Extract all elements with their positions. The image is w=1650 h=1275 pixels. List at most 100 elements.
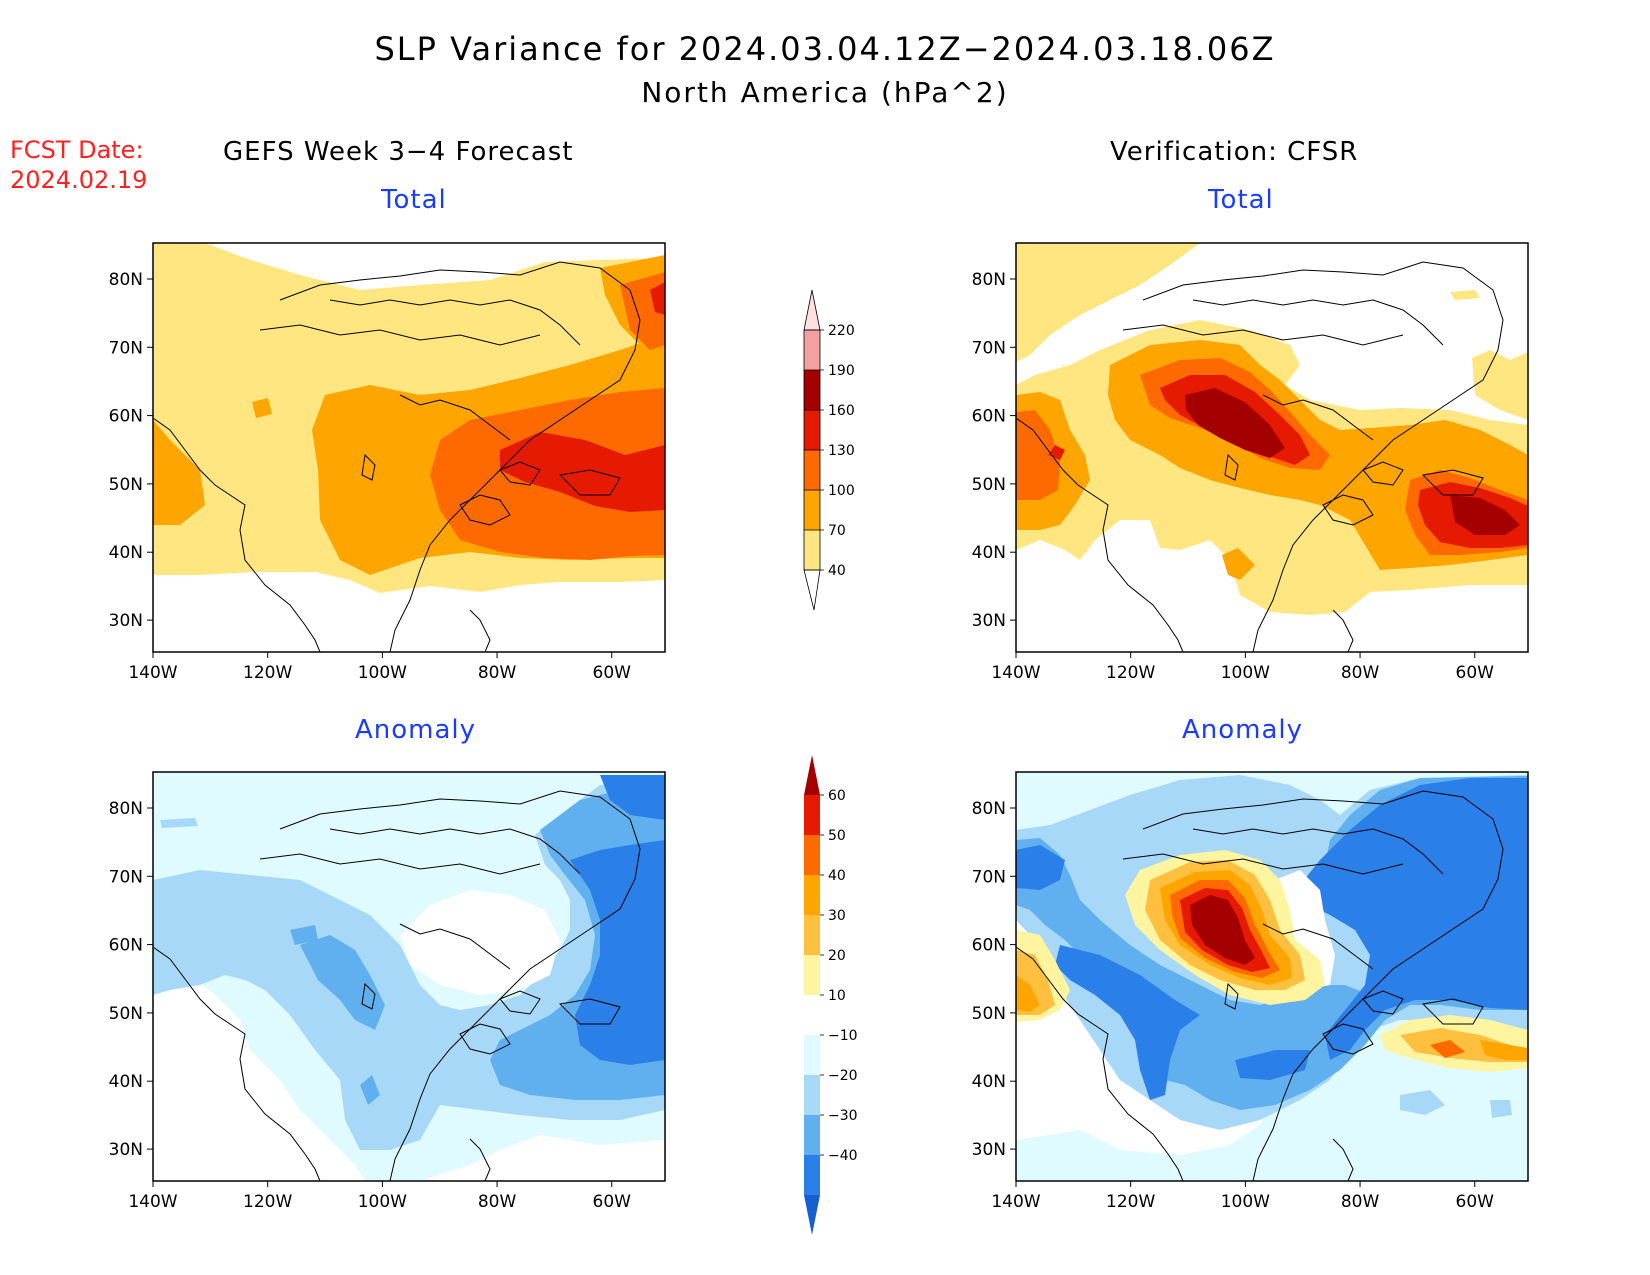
- lat-tick-label: 30N: [972, 611, 1006, 631]
- lon-tick-label: 100W: [1221, 663, 1270, 683]
- colorbar-segment: [804, 1075, 820, 1115]
- colorbar-label: 60: [828, 788, 846, 804]
- anomaly-colorbar: 60 50 40 30 20 10 −10 −20 −30 −40: [804, 755, 858, 1235]
- lon-tick-label: 80W: [478, 1192, 517, 1212]
- colorbar-label: 220: [828, 323, 855, 339]
- map-frame: [1015, 242, 1529, 653]
- colorbar-segment: [804, 370, 820, 410]
- lon-tick-label: 80W: [1341, 1192, 1380, 1212]
- colorbar-segment: [804, 835, 820, 875]
- colorbar-segment: [804, 955, 820, 995]
- colorbar-segment: [804, 530, 820, 570]
- lat-tick-label: 80N: [109, 270, 143, 290]
- lat-tick-label: 80N: [972, 270, 1006, 290]
- lon-tick-label: 120W: [1106, 663, 1155, 683]
- lat-tick-label: 30N: [972, 1140, 1006, 1160]
- panel-title-cfsr-total: Total: [1208, 185, 1274, 215]
- map-frame: [152, 242, 666, 653]
- forecast-date-label: FCST Date:: [10, 136, 144, 164]
- lat-tick-label: 60N: [109, 407, 143, 427]
- lat-tick-label: 30N: [109, 611, 143, 631]
- colorbar-label: −20: [828, 1068, 858, 1084]
- contour-160-190: [1185, 388, 1520, 535]
- lon-tick-label: 60W: [593, 663, 632, 683]
- left-column-title: GEFS Week 3−4 Forecast: [223, 137, 574, 167]
- map-frame: [1015, 771, 1529, 1182]
- colorbar-label: 130: [828, 443, 855, 459]
- panel-title-cfsr-anomaly: Anomaly: [1182, 715, 1304, 745]
- lat-tick-label: 70N: [972, 338, 1006, 358]
- colorbar-label: −10: [828, 1028, 858, 1044]
- lat-tick-label: 60N: [109, 936, 143, 956]
- page-title: SLP Variance for 2024.03.04.12Z−2024.03.…: [374, 30, 1276, 68]
- contour-130-160: [1048, 375, 1528, 548]
- map-gefs-total: [152, 242, 666, 653]
- lat-tick-label: 40N: [109, 543, 143, 563]
- lat-tick-label: 40N: [109, 1072, 143, 1092]
- map-cfsr-anomaly: [1015, 771, 1529, 1182]
- colorbar-label: 20: [828, 948, 846, 964]
- lon-tick-label: 100W: [358, 1192, 407, 1212]
- lon-tick-label: 140W: [128, 1192, 177, 1212]
- lat-tick-label: 30N: [109, 1140, 143, 1160]
- map-gefs-anomaly: [152, 771, 666, 1182]
- lat-tick-label: 40N: [972, 1072, 1006, 1092]
- lat-tick-label: 50N: [972, 1004, 1006, 1024]
- lon-tick-label: 80W: [478, 663, 517, 683]
- colorbar-segment: [804, 330, 820, 370]
- lon-tick-label: 100W: [1221, 1192, 1270, 1212]
- lat-tick-label: 70N: [109, 867, 143, 887]
- lon-tick-label: 100W: [358, 663, 407, 683]
- colorbar-label: 70: [828, 523, 846, 539]
- lon-tick-label: 120W: [243, 663, 292, 683]
- colorbar-segment: [804, 995, 820, 1035]
- lon-tick-label: 80W: [1341, 663, 1380, 683]
- lon-tick-label: 120W: [1106, 1192, 1155, 1212]
- page-subtitle: North America (hPa^2): [641, 76, 1009, 109]
- lat-tick-label: 40N: [972, 543, 1006, 563]
- lon-tick-label: 140W: [991, 663, 1040, 683]
- colorbar-label: −40: [828, 1148, 858, 1164]
- contour-130-160: [500, 282, 665, 512]
- panel-title-gefs-total: Total: [381, 185, 447, 215]
- colorbar-segment: [804, 1035, 820, 1075]
- colorbar-segment: [804, 490, 820, 530]
- colorbar-label: −30: [828, 1108, 858, 1124]
- colorbar-arrow-bottom: [804, 1195, 820, 1235]
- lat-tick-label: 50N: [972, 475, 1006, 495]
- contour-above-60: [1190, 895, 1255, 965]
- lon-tick-label: 140W: [128, 663, 177, 683]
- forecast-date-value: 2024.02.19: [10, 166, 148, 194]
- colorbar-segment: [804, 915, 820, 955]
- lon-tick-label: 60W: [1456, 663, 1495, 683]
- colorbar-segment: [804, 795, 820, 835]
- colorbar-label: 190: [828, 363, 855, 379]
- colorbar-segment: [804, 1115, 820, 1155]
- colorbar-label: 50: [828, 828, 846, 844]
- colorbar-arrow-bottom: [803, 569, 821, 611]
- contour-below-neg40: [1016, 778, 1528, 1100]
- lat-tick-label: 80N: [109, 799, 143, 819]
- right-column-title: Verification: CFSR: [1110, 137, 1359, 167]
- lat-tick-label: 70N: [109, 338, 143, 358]
- lon-tick-label: 140W: [991, 1192, 1040, 1212]
- lon-tick-label: 60W: [1456, 1192, 1495, 1212]
- colorbar-arrow-top: [804, 755, 820, 795]
- lon-tick-label: 60W: [593, 1192, 632, 1212]
- colorbar-label: 10: [828, 988, 846, 1004]
- lon-tick-label: 120W: [243, 1192, 292, 1212]
- colorbar-segment: [804, 450, 820, 490]
- lat-tick-label: 60N: [972, 936, 1006, 956]
- colorbar-label: 30: [828, 908, 846, 924]
- coastlines: [153, 790, 641, 1181]
- lat-tick-label: 60N: [972, 407, 1006, 427]
- contour-white-center: [400, 890, 560, 995]
- coastlines: [1016, 790, 1504, 1181]
- forecast-date-block: FCST Date: 2024.02.19: [10, 135, 147, 195]
- colorbar-label: 40: [828, 868, 846, 884]
- lat-tick-label: 80N: [972, 799, 1006, 819]
- panel-title-gefs-anomaly: Anomaly: [355, 715, 477, 745]
- colorbar-label: 160: [828, 403, 855, 419]
- colorbar-label: 40: [828, 563, 846, 579]
